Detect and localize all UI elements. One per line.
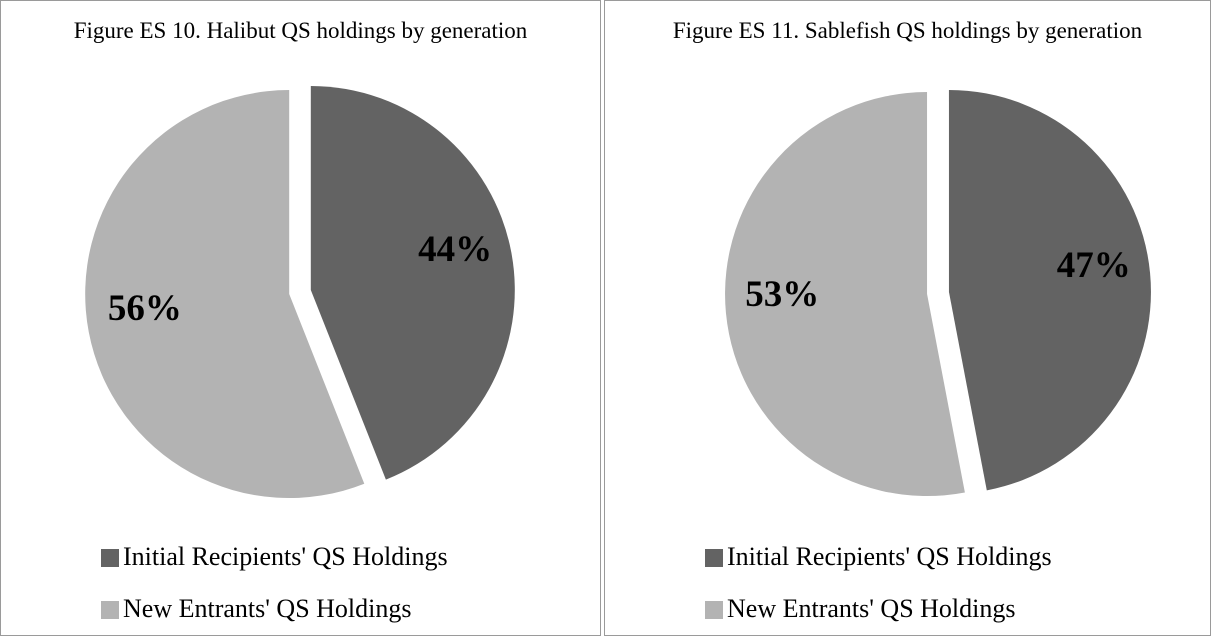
chart-panel: Figure ES 10. Halibut QS holdings by gen… xyxy=(0,0,601,636)
legend-swatch xyxy=(705,549,723,567)
data-label: 44% xyxy=(418,229,492,270)
legend-swatch xyxy=(101,601,119,619)
legend-swatch xyxy=(705,601,723,619)
pie-slice xyxy=(948,89,1151,491)
legend-label: Initial Recipients' QS Holdings xyxy=(123,542,448,571)
chart: 44% 56% Initial Recipients' QS Holdings New… xyxy=(85,85,515,623)
legend-label: New Entrants' QS Holdings xyxy=(123,594,412,623)
legend-label: New Entrants' QS Holdings xyxy=(727,594,1016,623)
legend-swatch xyxy=(101,549,119,567)
chart-title: Figure ES 10. Halibut QS holdings by gen… xyxy=(73,18,528,43)
pie-slice xyxy=(85,90,365,499)
chart: 47% 53% Initial Recipients' QS Holdings New… xyxy=(705,89,1151,623)
pie-slice xyxy=(725,92,965,497)
data-label: 53% xyxy=(745,274,819,315)
pie-slice xyxy=(310,85,515,480)
chart-panel: Figure ES 11. Sablefish QS holdings by g… xyxy=(604,0,1211,636)
data-label: 47% xyxy=(1057,245,1131,286)
chart-title: Figure ES 11. Sablefish QS holdings by g… xyxy=(672,18,1143,43)
data-label: 56% xyxy=(108,288,182,329)
legend-label: Initial Recipients' QS Holdings xyxy=(727,542,1052,571)
